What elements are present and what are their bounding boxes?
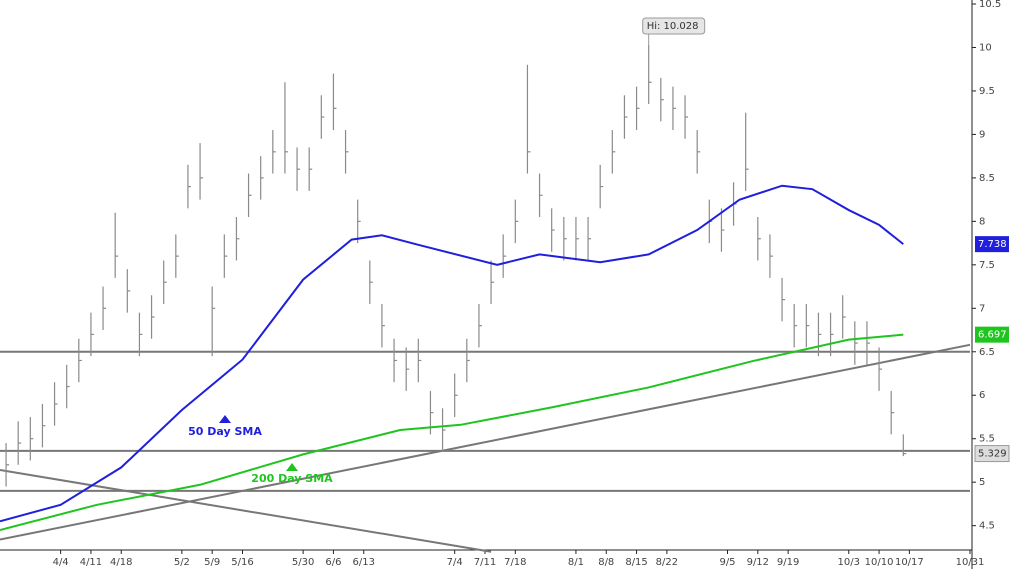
x-tick-label: 8/1 — [568, 557, 584, 568]
trend-line — [0, 343, 971, 541]
x-tick-label: 4/18 — [110, 557, 132, 568]
price-box — [975, 236, 1009, 253]
y-tick-label: 8 — [979, 216, 985, 227]
x-tick-label: 4/4 — [53, 557, 69, 568]
x-tick-label: 4/11 — [80, 557, 102, 568]
y-tick-label: 5.5 — [979, 434, 995, 445]
price-box — [974, 445, 1010, 463]
x-tick-label: 7/4 — [447, 557, 463, 568]
y-tick-label: 5 — [979, 477, 985, 488]
y-tick-label: 10.5 — [979, 0, 1001, 10]
y-tick-label: 10 — [979, 42, 992, 53]
series-label: 200 Day SMA — [251, 472, 333, 485]
price-box-label: 5.329 — [978, 449, 1007, 460]
y-tick-label: 7 — [979, 303, 985, 314]
y-tick-label: 8.5 — [979, 173, 995, 184]
x-tick-label: 5/16 — [231, 557, 253, 568]
x-tick-label: 9/5 — [719, 557, 735, 568]
y-tick-label: 7.5 — [979, 260, 995, 271]
x-tick-label: 9/19 — [777, 557, 799, 568]
x-tick-label: 5/2 — [174, 557, 190, 568]
sma-line — [0, 333, 904, 531]
series-label: 50 Day SMA — [188, 425, 262, 438]
y-tick-label: 4.5 — [979, 521, 995, 532]
label-marker — [286, 463, 298, 471]
x-tick-label: 10/10 — [865, 557, 894, 568]
x-tick-label: 8/8 — [598, 557, 614, 568]
x-tick-label: 10/3 — [838, 557, 860, 568]
x-tick-label: 8/15 — [625, 557, 647, 568]
trend-line — [0, 469, 492, 553]
x-tick-label: 7/11 — [474, 557, 496, 568]
x-tick-label: 6/6 — [325, 557, 341, 568]
y-tick-label: 9 — [979, 129, 985, 140]
x-tick-label: 9/12 — [747, 557, 769, 568]
price-box — [975, 326, 1009, 343]
sma-line — [0, 184, 904, 523]
x-tick-label: 10/31 — [956, 557, 985, 568]
label-marker — [219, 415, 231, 423]
x-tick-label: 6/13 — [353, 557, 375, 568]
annotation: Hi: 10.028 — [647, 21, 699, 32]
x-tick-label: 5/30 — [292, 557, 314, 568]
x-tick-label: 10/17 — [895, 557, 924, 568]
y-tick-label: 9.5 — [979, 86, 995, 97]
price-box-label: 6.697 — [978, 330, 1007, 341]
price-box-label: 7.738 — [978, 239, 1007, 250]
x-tick-label: 5/9 — [204, 557, 220, 568]
annotation-box — [642, 17, 706, 35]
y-tick-label: 6.5 — [979, 347, 995, 358]
y-tick-label: 6 — [979, 390, 985, 401]
x-tick-label: 7/18 — [504, 557, 526, 568]
x-tick-label: 8/22 — [656, 557, 678, 568]
